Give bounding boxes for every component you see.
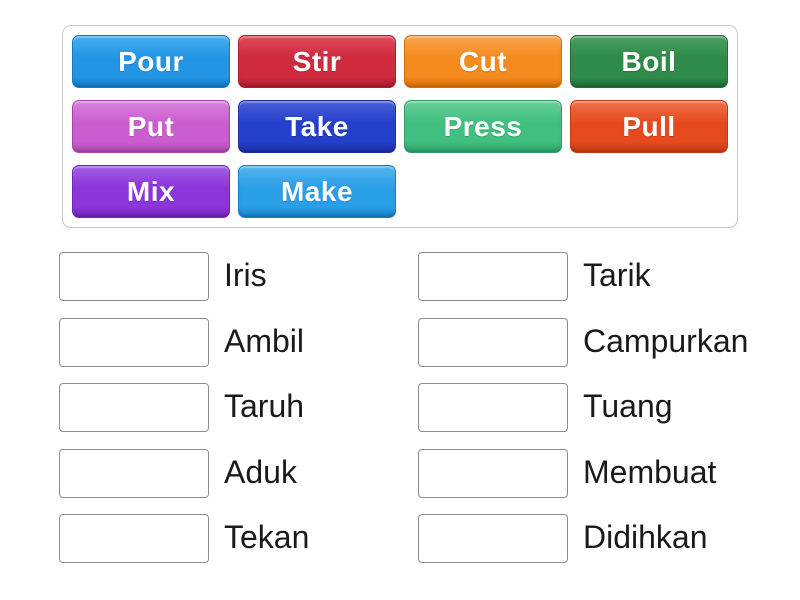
word-tile-label: Cut <box>458 45 508 77</box>
word-tile[interactable]: Make <box>238 165 396 218</box>
word-tile[interactable]: Cut <box>404 35 562 88</box>
match-label: Taruh <box>224 388 305 424</box>
word-tile-label: Press <box>443 110 523 142</box>
match-row: Taruh <box>59 383 418 432</box>
answer-drop-box[interactable] <box>59 383 209 432</box>
match-label: Membuat <box>583 453 717 490</box>
match-label: Iris <box>224 257 267 293</box>
word-tile-label: Pour <box>118 45 184 77</box>
match-label: Tuang <box>583 388 673 424</box>
answer-drop-box[interactable] <box>59 514 209 563</box>
match-label: Ambil <box>224 322 305 359</box>
word-tile-label: Stir <box>292 45 342 77</box>
word-tile[interactable]: Take <box>238 100 396 153</box>
match-column-right: Tarik Campurkan Tuang Membuat Didihkan <box>418 252 748 580</box>
answer-drop-box[interactable] <box>59 317 209 367</box>
answer-drop-box[interactable] <box>418 514 568 563</box>
answer-drop-box[interactable] <box>418 383 568 432</box>
answer-drop-box[interactable] <box>59 252 209 301</box>
word-tile[interactable]: Pull <box>570 100 728 153</box>
word-tile-label: Make <box>280 175 354 207</box>
match-row: Membuat <box>418 448 748 498</box>
word-tile-label: Pull <box>622 110 676 142</box>
word-tile[interactable]: Press <box>404 100 562 153</box>
match-row: Campurkan <box>418 317 749 367</box>
match-label: Tekan <box>224 519 310 555</box>
word-bank-panel: Pour Stir Cut Boil Put Take Press Pull M… <box>62 25 738 228</box>
match-label: Campurkan <box>583 322 749 359</box>
word-tile[interactable]: Pour <box>72 35 230 88</box>
match-row: Tarik <box>418 252 748 301</box>
word-tile[interactable]: Boil <box>570 35 728 88</box>
match-row: Aduk <box>59 448 418 498</box>
word-tile-label: Take <box>285 110 349 142</box>
match-column-left: Iris Ambil Taruh Aduk Tekan <box>59 252 418 580</box>
match-row: Didihkan <box>418 514 748 563</box>
word-tile[interactable]: Stir <box>238 35 396 88</box>
match-label: Didihkan <box>583 519 708 555</box>
match-row: Ambil <box>59 317 418 367</box>
match-row: Tuang <box>418 383 748 432</box>
answer-drop-box[interactable] <box>59 448 209 498</box>
match-label: Tarik <box>583 257 651 293</box>
word-tile[interactable]: Put <box>72 100 230 153</box>
answer-drop-box[interactable] <box>418 448 568 498</box>
match-label: Aduk <box>224 453 297 490</box>
match-row: Tekan <box>59 514 418 563</box>
word-tile-label: Put <box>127 110 175 142</box>
word-tile-label: Boil <box>621 45 677 77</box>
answer-drop-box[interactable] <box>418 317 568 367</box>
match-area: Iris Ambil Taruh Aduk Tekan <box>59 252 748 580</box>
word-tile-label: Mix <box>126 175 176 207</box>
match-row: Iris <box>59 252 418 301</box>
answer-drop-box[interactable] <box>418 252 568 301</box>
word-tile[interactable]: Mix <box>72 165 230 218</box>
